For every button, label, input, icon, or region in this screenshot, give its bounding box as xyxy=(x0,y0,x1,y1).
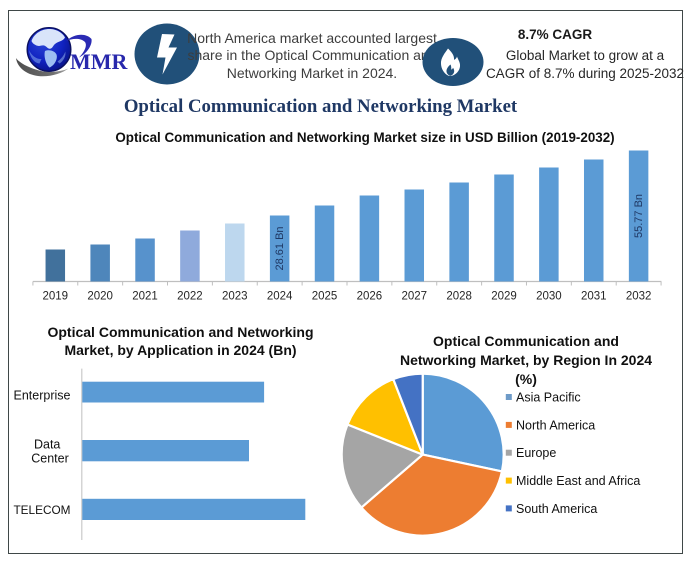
svg-text:North America: North America xyxy=(516,418,595,432)
svg-text:South America: South America xyxy=(516,502,597,516)
svg-text:MMR: MMR xyxy=(70,49,129,74)
svg-text:2027: 2027 xyxy=(401,291,427,303)
svg-text:Europe: Europe xyxy=(516,446,556,460)
svg-text:Middle East and Africa: Middle East and Africa xyxy=(516,474,640,488)
svg-text:2029: 2029 xyxy=(491,291,517,303)
svg-text:2031: 2031 xyxy=(581,291,607,303)
svg-text:2019: 2019 xyxy=(43,291,69,303)
svg-text:Data: Data xyxy=(34,438,60,452)
svg-text:28.61 Bn: 28.61 Bn xyxy=(274,226,286,270)
svg-text:2021: 2021 xyxy=(132,291,158,303)
svg-text:55.77 Bn: 55.77 Bn xyxy=(633,194,645,238)
svg-text:2028: 2028 xyxy=(446,291,472,303)
svg-text:2024: 2024 xyxy=(267,291,293,303)
svg-text:2032: 2032 xyxy=(626,291,652,303)
svg-text:Asia Pacific: Asia Pacific xyxy=(516,391,581,405)
svg-text:Center: Center xyxy=(31,452,69,466)
svg-text:2022: 2022 xyxy=(177,291,203,303)
svg-text:Enterprise: Enterprise xyxy=(14,389,71,403)
svg-text:2025: 2025 xyxy=(312,291,338,303)
svg-text:2026: 2026 xyxy=(357,291,383,303)
svg-text:2020: 2020 xyxy=(87,291,113,303)
svg-text:2030: 2030 xyxy=(536,291,562,303)
svg-text:TELECOM: TELECOM xyxy=(13,503,70,517)
svg-text:2023: 2023 xyxy=(222,291,248,303)
